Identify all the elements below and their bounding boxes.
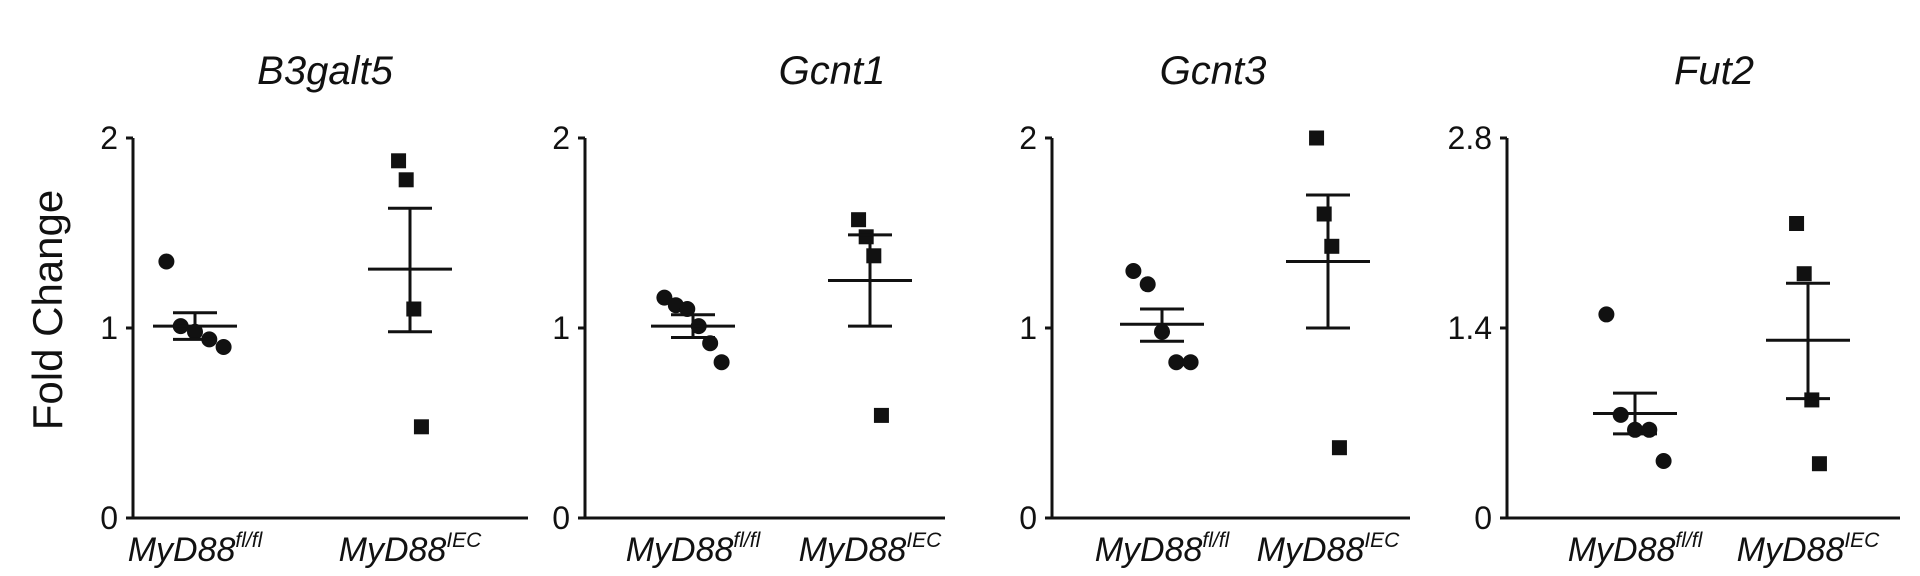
x-category-label: MyD88fl/fl — [626, 529, 762, 569]
data-point-square — [873, 407, 889, 423]
data-point-circle — [679, 301, 696, 317]
data-point-square — [851, 212, 867, 228]
data-point-square — [1789, 216, 1805, 231]
data-point-circle — [1125, 263, 1142, 279]
y-tick-label: 2 — [100, 120, 118, 156]
panel-title: Fut2 — [1674, 49, 1754, 93]
data-point-circle — [1655, 453, 1672, 469]
y-axis-label: Fold Change — [24, 190, 71, 431]
data-point-circle — [1598, 306, 1615, 323]
y-tick-label: 0 — [552, 500, 570, 536]
data-point-circle — [656, 289, 673, 306]
chart-panel: Gcnt1 0 1 2 MyD88fl/fl MyD88IEC — [552, 49, 945, 569]
y-tick-label: 0 — [1019, 500, 1037, 536]
y-tick-label: 2 — [1019, 120, 1037, 156]
y-tick-label: 1.4 — [1448, 310, 1492, 346]
chart-panel: B3galt5 0 1 2 MyD88fl/fl MyD88IEC — [100, 49, 528, 569]
x-category-label: MyD88IEC — [799, 529, 943, 569]
x-category-label: MyD88IEC — [339, 529, 483, 569]
y-tick-label: 0 — [100, 500, 118, 536]
y-tick-label: 1 — [100, 310, 118, 346]
y-tick-label: 2 — [552, 120, 570, 156]
chart-panel: Gcnt3 0 1 2 MyD88fl/fl MyD88IEC — [1019, 49, 1410, 569]
data-point-square — [391, 153, 407, 169]
y-tick-label: 1 — [552, 310, 570, 346]
data-point-circle — [1182, 354, 1199, 371]
data-point-square — [1811, 456, 1827, 472]
x-category-label: MyD88IEC — [1737, 529, 1881, 569]
y-tick-label: 1 — [1019, 310, 1037, 346]
chart-panels: B3galt5 0 1 2 MyD88fl/fl MyD88IEC Gcnt1 0 1 2 MyD8… — [100, 49, 1900, 569]
panel-title: Gcnt3 — [1160, 49, 1267, 93]
panel-title: Gcnt1 — [779, 49, 886, 93]
data-point-square — [413, 419, 429, 435]
data-point-circle — [1139, 276, 1156, 293]
data-point-circle — [1641, 421, 1658, 438]
x-category-label: MyD88fl/fl — [1568, 529, 1704, 569]
x-category-label: MyD88fl/fl — [128, 529, 264, 569]
data-point-square — [1309, 130, 1325, 146]
data-point-circle — [215, 339, 232, 355]
data-point-circle — [158, 253, 175, 270]
panel-title: B3galt5 — [257, 49, 393, 93]
y-tick-label: 0 — [1474, 500, 1492, 536]
y-tick-label: 2.8 — [1448, 120, 1492, 156]
data-point-square — [1796, 266, 1812, 282]
x-category-label: MyD88fl/fl — [1095, 529, 1231, 569]
data-point-circle — [1168, 354, 1185, 371]
x-category-label: MyD88IEC — [1257, 529, 1401, 569]
data-point-circle — [713, 354, 730, 371]
data-point-circle — [702, 335, 719, 352]
data-point-square — [1331, 440, 1347, 456]
chart-panel: Fut2 0 1.4 2.8 MyD88fl/fl MyD88IEC — [1448, 49, 1900, 569]
data-point-square — [398, 172, 414, 188]
